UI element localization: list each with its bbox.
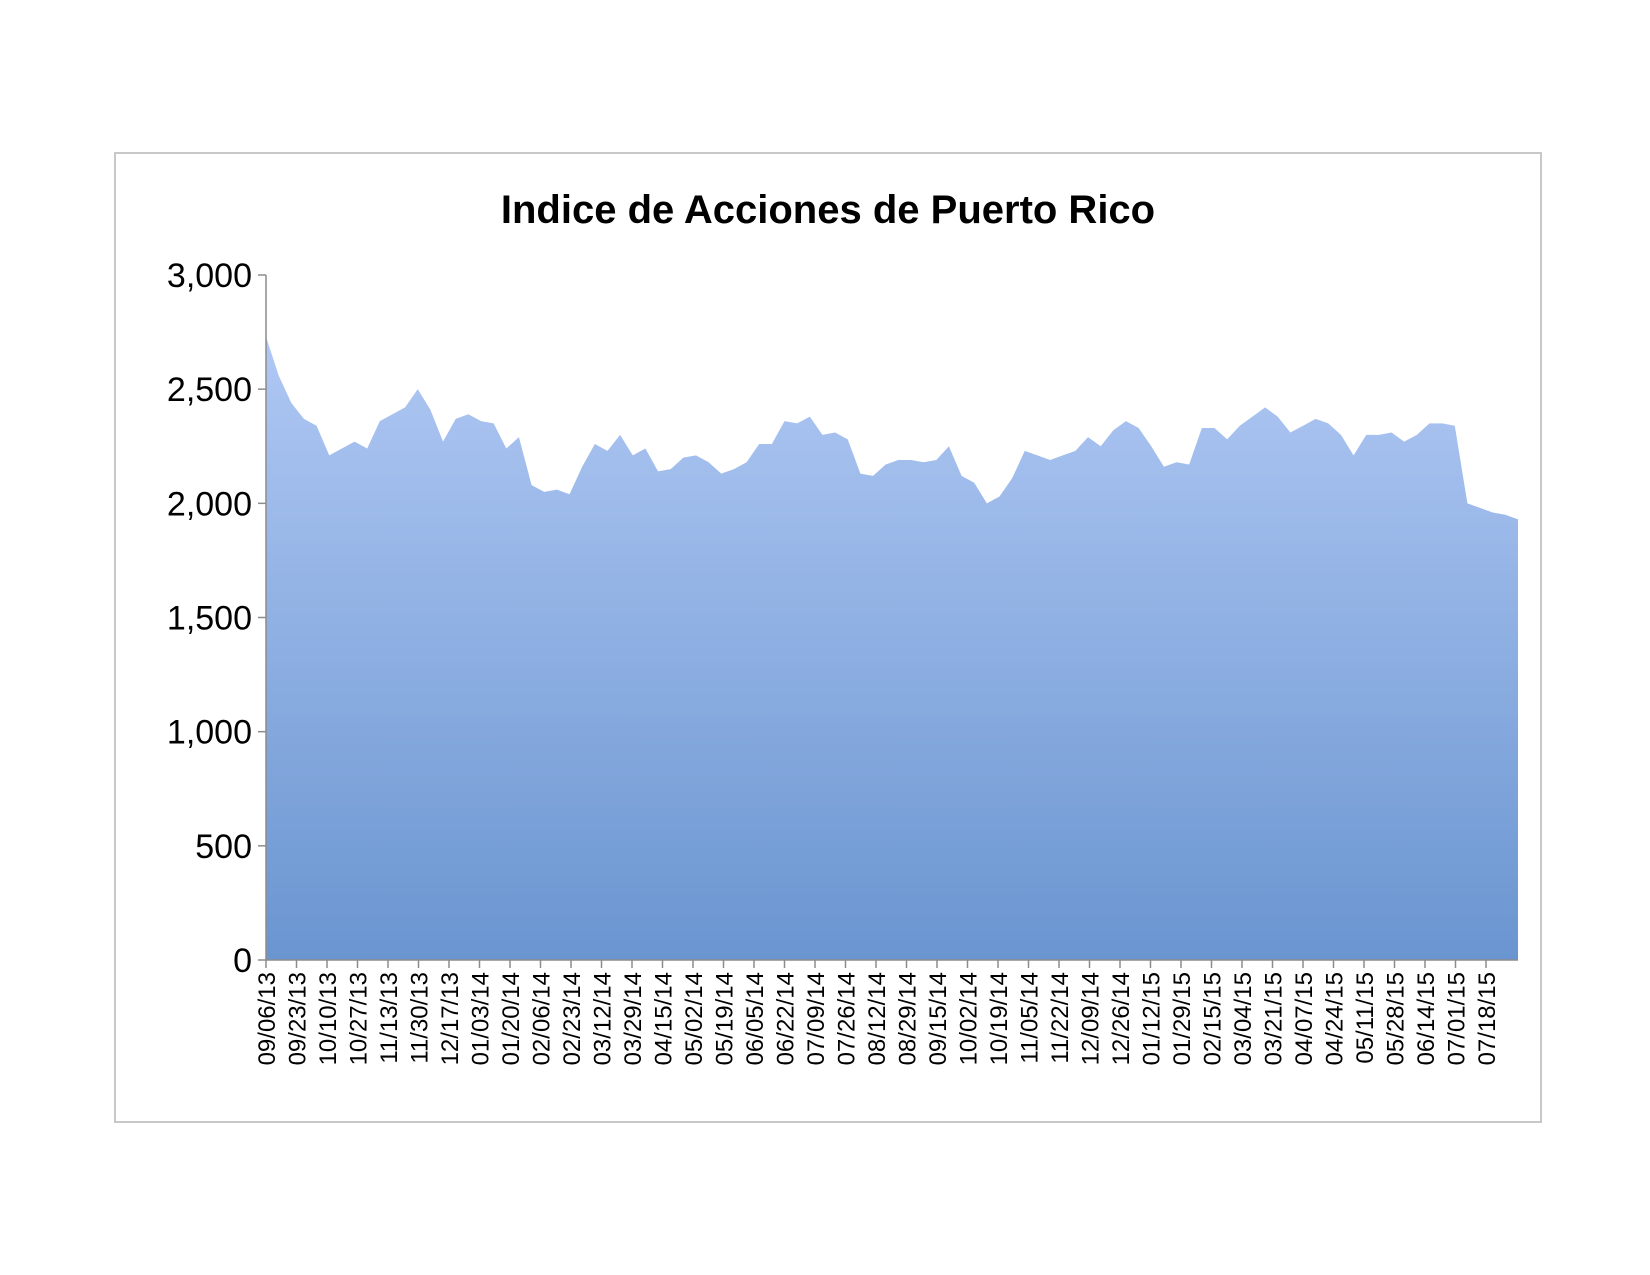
x-tick-label: 04/24/15 [1322, 972, 1349, 1065]
area-chart: Indice de Acciones de Puerto Rico 0 500 1,… [167, 188, 1518, 1065]
x-tick-label: 04/07/15 [1291, 972, 1318, 1065]
x-tick-label: 10/02/14 [956, 972, 983, 1065]
x-tick-label: 07/09/14 [803, 972, 830, 1065]
x-tick-label: 03/21/15 [1261, 972, 1288, 1065]
y-tick-label: 3,000 [167, 257, 252, 295]
x-tick-label: 01/03/14 [468, 972, 495, 1065]
x-tick-label: 06/22/14 [773, 972, 800, 1065]
y-tick-label: 0 [233, 942, 252, 980]
y-tick-label: 2,500 [167, 371, 252, 409]
y-tick-label: 1,500 [167, 600, 252, 638]
x-tick-label: 01/29/15 [1169, 972, 1196, 1065]
x-tick-label: 02/23/14 [559, 972, 586, 1065]
x-tick-label: 05/28/15 [1383, 972, 1410, 1065]
x-tick-label: 07/01/15 [1444, 972, 1471, 1065]
y-tick-label: 1,000 [167, 714, 252, 752]
x-tick-label: 10/10/13 [315, 972, 342, 1065]
x-tick-label: 02/15/15 [1200, 972, 1227, 1065]
x-tick-label: 09/23/13 [285, 972, 312, 1065]
y-tick-label: 500 [195, 828, 252, 866]
x-tick-label: 08/29/14 [895, 972, 922, 1065]
x-axis-ticks: 09/06/13 09/23/13 10/10/13 10/27/13 11/13/13… [254, 960, 1501, 1065]
series-area [266, 336, 1518, 960]
x-tick-label: 07/18/15 [1474, 972, 1501, 1065]
x-tick-label: 02/06/14 [529, 972, 556, 1065]
x-tick-label: 12/17/13 [437, 972, 464, 1065]
x-tick-label: 11/13/13 [376, 972, 403, 1064]
x-tick-label: 05/02/14 [681, 972, 708, 1065]
x-tick-label: 05/11/15 [1352, 972, 1379, 1064]
x-tick-label: 09/06/13 [254, 972, 281, 1065]
x-tick-label: 12/26/14 [1108, 972, 1135, 1065]
x-tick-label: 11/05/14 [1017, 972, 1044, 1064]
x-tick-label: 03/29/14 [620, 972, 647, 1065]
x-tick-label: 12/09/14 [1078, 972, 1105, 1065]
y-tick-label: 2,000 [167, 485, 252, 523]
x-tick-label: 01/20/14 [498, 972, 525, 1065]
x-tick-label: 04/15/14 [651, 972, 678, 1065]
x-tick-label: 11/30/13 [407, 972, 434, 1064]
x-tick-label: 06/05/14 [742, 972, 769, 1065]
x-tick-label: 09/15/14 [925, 972, 952, 1065]
x-tick-label: 10/27/13 [346, 972, 373, 1065]
x-tick-label: 05/19/14 [712, 972, 739, 1065]
x-tick-label: 06/14/15 [1413, 972, 1440, 1065]
x-tick-label: 01/12/15 [1139, 972, 1166, 1065]
y-axis-ticks: 0 500 1,000 1,500 2,000 2,500 3,000 [167, 257, 266, 980]
x-tick-label: 03/04/15 [1230, 972, 1257, 1065]
x-tick-label: 08/12/14 [864, 972, 891, 1065]
chart-frame: Indice de Acciones de Puerto Rico 0 500 1,… [114, 152, 1542, 1123]
chart-title: Indice de Acciones de Puerto Rico [501, 188, 1155, 232]
x-tick-label: 03/12/14 [590, 972, 617, 1065]
x-tick-label: 10/19/14 [986, 972, 1013, 1065]
x-tick-label: 07/26/14 [834, 972, 861, 1065]
x-tick-label: 11/22/14 [1047, 972, 1074, 1064]
